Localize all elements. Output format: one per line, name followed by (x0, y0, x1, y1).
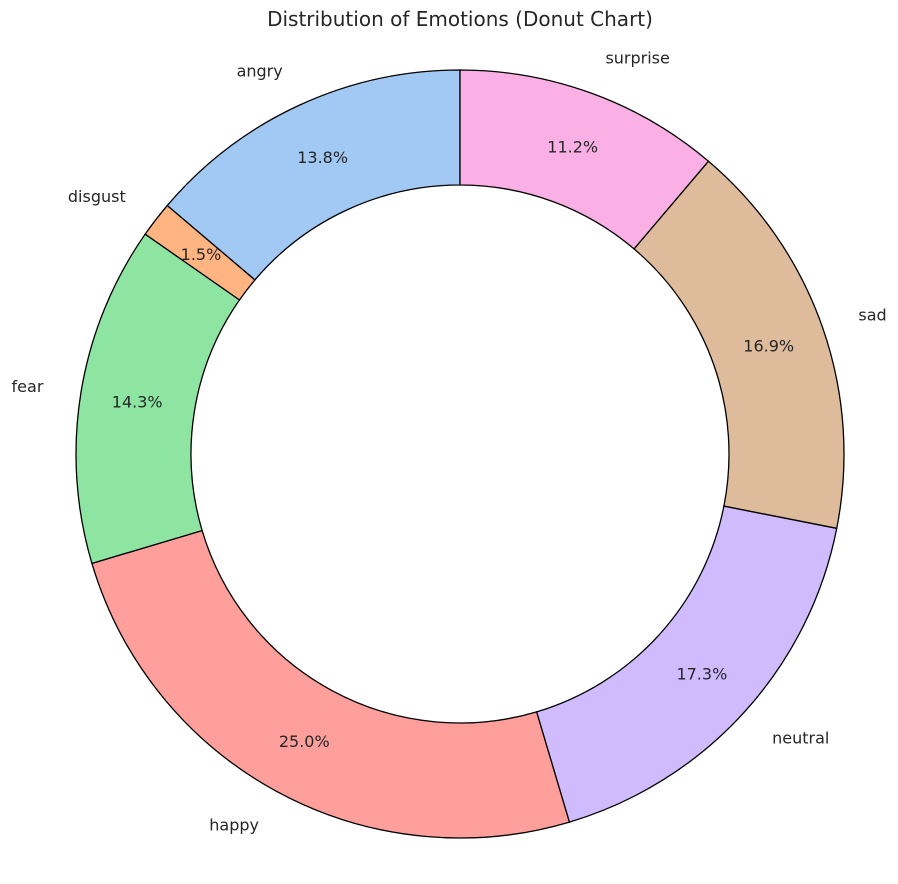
category-label-neutral: neutral (772, 729, 829, 748)
pct-label-sad: 16.9% (743, 337, 794, 356)
slice-surprise (459, 69, 710, 250)
donut-slices (75, 69, 845, 839)
category-label-fear: fear (12, 377, 44, 396)
category-label-surprise: surprise (605, 48, 669, 67)
category-label-happy: happy (209, 816, 259, 835)
chart-title: Distribution of Emotions (Donut Chart) (267, 7, 653, 31)
pct-label-surprise: 11.2% (547, 138, 598, 157)
pct-label-angry: 13.8% (297, 148, 348, 167)
pct-label-happy: 25.0% (279, 732, 330, 751)
pct-label-fear: 14.3% (112, 392, 163, 411)
donut-labels: 13.8% angry 1.5% disgust 14.3% fear 25.0% happy… (12, 48, 887, 834)
pct-label-disgust: 1.5% (181, 245, 222, 264)
pct-label-neutral: 17.3% (676, 665, 727, 684)
slice-sad (633, 160, 845, 530)
slice-happy (91, 529, 571, 839)
category-label-disgust: disgust (68, 187, 126, 206)
category-label-sad: sad (858, 305, 886, 324)
category-label-angry: angry (237, 62, 283, 81)
